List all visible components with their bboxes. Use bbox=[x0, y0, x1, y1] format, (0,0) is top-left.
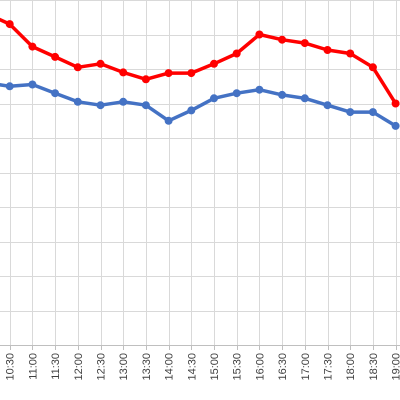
data-point bbox=[96, 101, 105, 110]
series-1 bbox=[0, 17, 400, 108]
data-point bbox=[255, 85, 264, 94]
x-tick-label: 12:30 bbox=[96, 353, 108, 381]
data-point bbox=[51, 89, 60, 98]
data-point bbox=[368, 108, 377, 117]
x-tick-label: 17:00 bbox=[300, 353, 312, 381]
data-point bbox=[141, 101, 150, 110]
series-2 bbox=[0, 80, 400, 130]
data-point bbox=[346, 49, 355, 58]
series-line bbox=[0, 17, 398, 106]
data-point bbox=[255, 30, 264, 39]
data-point bbox=[141, 75, 150, 84]
x-tick-label: 16:00 bbox=[254, 353, 266, 381]
data-point bbox=[232, 49, 241, 58]
x-tick-label: 18:30 bbox=[368, 353, 380, 381]
data-point bbox=[119, 68, 128, 77]
data-point bbox=[391, 99, 400, 108]
data-point bbox=[210, 59, 218, 68]
data-point bbox=[5, 20, 14, 29]
data-point bbox=[187, 106, 196, 115]
data-point bbox=[368, 63, 377, 72]
data-point bbox=[5, 82, 14, 91]
data-point bbox=[28, 42, 37, 51]
x-tick-label: 18:00 bbox=[345, 353, 357, 381]
data-point bbox=[51, 52, 60, 61]
data-point bbox=[164, 69, 173, 78]
x-tick-label: 16:30 bbox=[277, 353, 289, 381]
data-point bbox=[73, 63, 82, 72]
x-tick-label: 15:30 bbox=[232, 353, 244, 381]
data-point bbox=[300, 94, 309, 103]
x-tick-label: 10:30 bbox=[5, 353, 17, 381]
data-point bbox=[300, 39, 309, 48]
x-axis-ticks: 10:30 11:00 11:30 12:00 12:30 13:00 13:30 14:00… bbox=[5, 345, 400, 381]
x-tick-label: 13:00 bbox=[118, 353, 130, 381]
data-point bbox=[391, 121, 400, 130]
data-point bbox=[323, 46, 332, 54]
data-point bbox=[96, 59, 105, 68]
data-point bbox=[323, 101, 332, 110]
data-point bbox=[346, 108, 355, 117]
data-point bbox=[28, 80, 37, 89]
x-tick-label: 13:30 bbox=[141, 353, 153, 381]
x-tick-label: 19:00 bbox=[391, 353, 400, 381]
horizontal-gridlines bbox=[0, 0, 400, 312]
data-point bbox=[164, 116, 173, 125]
data-point bbox=[232, 89, 241, 98]
data-point bbox=[210, 94, 218, 103]
x-tick-label: 11:30 bbox=[50, 353, 62, 380]
data-point bbox=[119, 97, 128, 106]
data-point bbox=[278, 90, 287, 99]
data-point bbox=[187, 69, 196, 78]
vertical-gridlines bbox=[10, 0, 397, 345]
x-tick-label: 12:00 bbox=[73, 353, 85, 381]
data-point bbox=[73, 97, 82, 106]
x-tick-label: 17:30 bbox=[323, 353, 335, 381]
data-point bbox=[278, 35, 287, 44]
x-tick-label: 14:30 bbox=[186, 353, 198, 381]
x-tick-label: 11:00 bbox=[27, 353, 39, 380]
x-tick-label: 14:00 bbox=[164, 353, 176, 381]
x-tick-label: 15:00 bbox=[209, 353, 221, 381]
